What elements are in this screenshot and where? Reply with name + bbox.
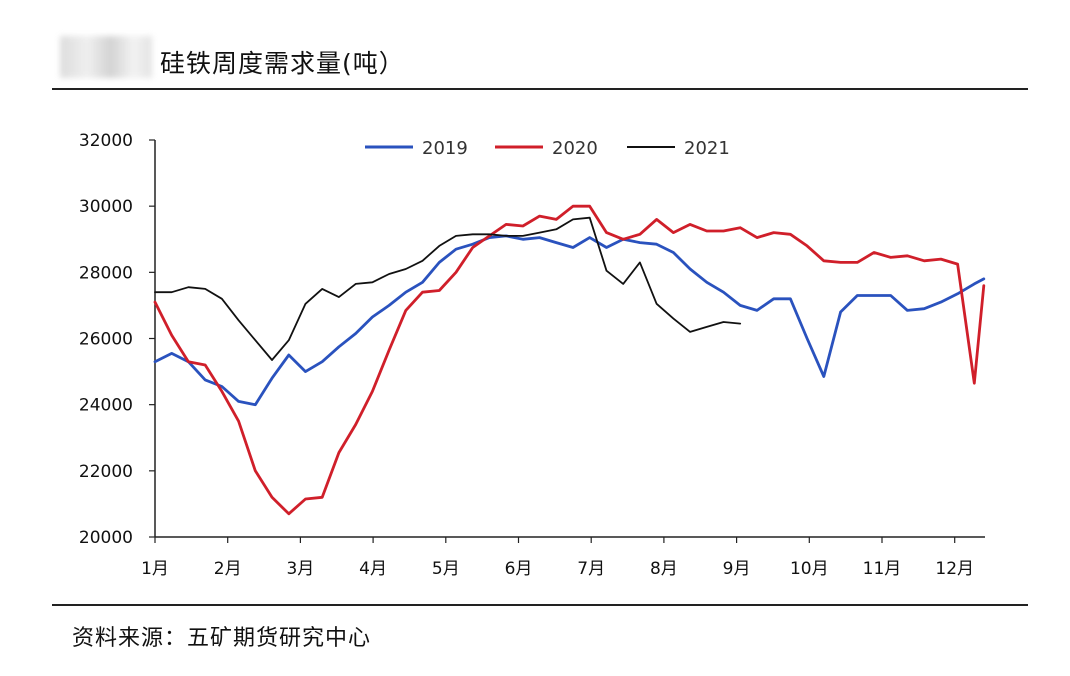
y-tick-label: 20000 xyxy=(79,528,133,548)
x-tick-label: 9月 xyxy=(723,559,751,579)
y-tick-label: 22000 xyxy=(79,462,133,482)
series-line-2021 xyxy=(154,216,742,361)
x-tick-label: 11月 xyxy=(863,559,902,579)
y-tick-label: 24000 xyxy=(79,396,133,416)
source-note: 资料来源：五矿期货研究中心 xyxy=(72,626,372,651)
x-tick-label: 8月 xyxy=(650,559,678,579)
chart-title: 硅铁周度需求量(吨） xyxy=(160,49,405,78)
x-tick-label: 10月 xyxy=(790,559,829,579)
y-tick-label: 32000 xyxy=(79,131,133,151)
bottom-divider xyxy=(52,604,1028,606)
y-tick-label: 26000 xyxy=(79,330,133,350)
x-tick-label: 7月 xyxy=(577,559,605,579)
blurred-logo xyxy=(60,36,152,78)
x-tick-label: 6月 xyxy=(505,559,533,579)
legend-label-2020: 2020 xyxy=(552,138,598,159)
y-tick-label: 30000 xyxy=(79,197,133,217)
legend-label-2021: 2021 xyxy=(684,138,730,159)
x-tick-label: 12月 xyxy=(935,559,974,579)
x-tick-label: 1月 xyxy=(141,559,169,579)
series-line-2019 xyxy=(153,234,986,407)
x-tick-label: 4月 xyxy=(359,559,387,579)
x-tick-label: 3月 xyxy=(286,559,314,579)
x-tick-label: 5月 xyxy=(432,559,460,579)
y-tick-label: 28000 xyxy=(79,263,133,283)
legend-label-2019: 2019 xyxy=(422,138,468,159)
top-divider xyxy=(52,88,1028,90)
series-line-2020 xyxy=(153,204,986,516)
x-tick-label: 2月 xyxy=(214,559,242,579)
